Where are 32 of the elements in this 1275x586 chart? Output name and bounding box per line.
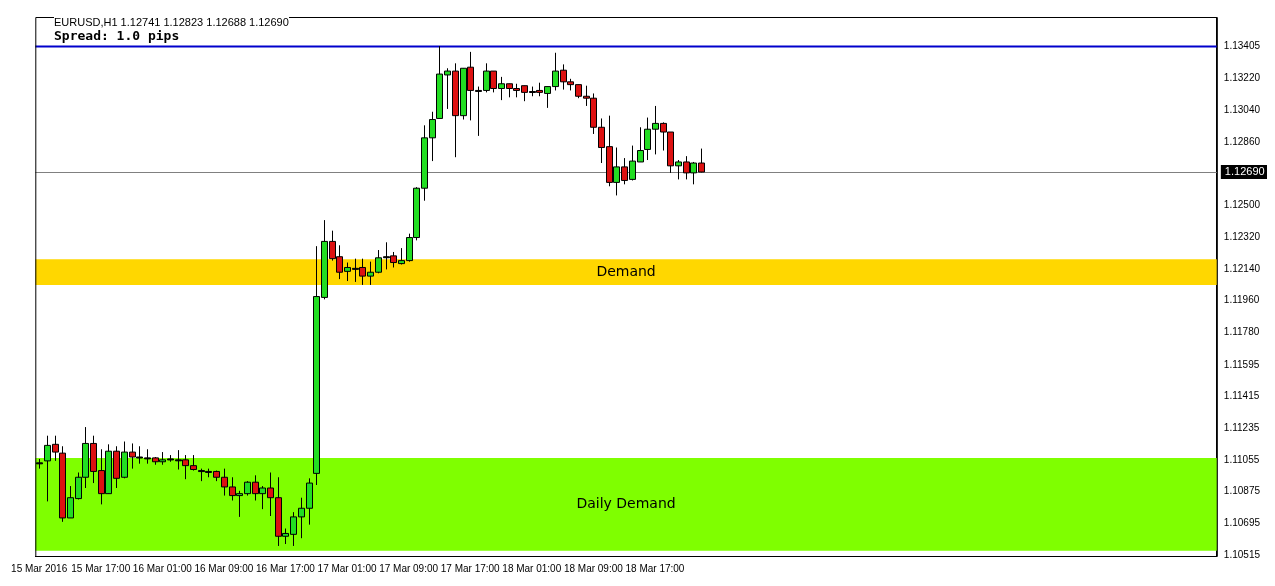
x-tick-label: 15 Mar 17:00 [71, 562, 131, 574]
x-tick-label: 18 Mar 01:00 [502, 562, 562, 574]
y-tick-label: 1.12860 [1223, 135, 1261, 147]
y-tick-label: 1.13220 [1223, 72, 1261, 84]
x-tick-label: 17 Mar 01:00 [317, 562, 377, 574]
text: Spread: 1.0 pips [54, 28, 180, 43]
y-tick-label: 1.11960 [1223, 294, 1260, 306]
x-tick-label: 18 Mar 17:00 [625, 562, 685, 574]
y-tick-label: 1.13040 [1223, 104, 1261, 116]
y-tick-label: 1.11780 [1223, 326, 1260, 338]
y-tick-label: 1.11235 [1223, 422, 1260, 434]
band-label: Daily Demand [576, 495, 676, 512]
y-tick-label: 1.11055 [1223, 453, 1260, 465]
y-tick-label: 1.10515 [1223, 548, 1261, 560]
y-tick-label: 1.10875 [1223, 485, 1261, 497]
band-label: Demand [596, 262, 656, 279]
x-tick-label: 15 Mar 2016 [11, 562, 68, 574]
y-tick-label: 1.11415 [1223, 390, 1260, 402]
x-tick-label: 17 Mar 09:00 [379, 562, 439, 574]
y-tick-label: 1.13405 [1223, 39, 1261, 51]
x-tick-label: 16 Mar 09:00 [194, 562, 254, 574]
x-tick-label: 16 Mar 17:00 [256, 562, 316, 574]
y-tick-label: 1.12320 [1223, 230, 1261, 242]
x-tick-label: 16 Mar 01:00 [132, 562, 193, 574]
y-tick-label: 1.12500 [1223, 199, 1261, 211]
x-tick-label: 18 Mar 09:00 [563, 562, 624, 574]
y-tick-label: 1.11595 [1223, 358, 1260, 370]
y-tick-label: 1.10695 [1223, 517, 1261, 529]
chart-title: EURUSD,H1 1.12741 1.12823 1.12688 1.12690 [54, 16, 289, 28]
ref-line-label: 1.12690 [1224, 165, 1265, 178]
y-tick-label: 1.12140 [1223, 262, 1261, 274]
x-tick-label: 17 Mar 17:00 [440, 562, 501, 574]
